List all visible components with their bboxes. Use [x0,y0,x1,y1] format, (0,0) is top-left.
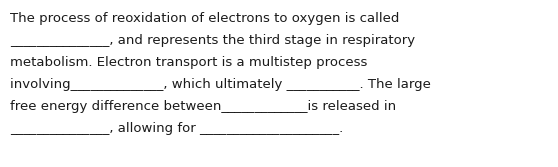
Text: _______________, and represents the third stage in respiratory: _______________, and represents the thir… [10,34,415,47]
Text: metabolism. Electron transport is a multistep process: metabolism. Electron transport is a mult… [10,56,367,69]
Text: The process of reoxidation of electrons to oxygen is called: The process of reoxidation of electrons … [10,12,400,25]
Text: free energy difference between_____________is released in: free energy difference between__________… [10,100,396,113]
Text: involving______________, which ultimately ___________. The large: involving______________, which ultimatel… [10,78,431,91]
Text: _______________, allowing for _____________________.: _______________, allowing for __________… [10,122,343,135]
